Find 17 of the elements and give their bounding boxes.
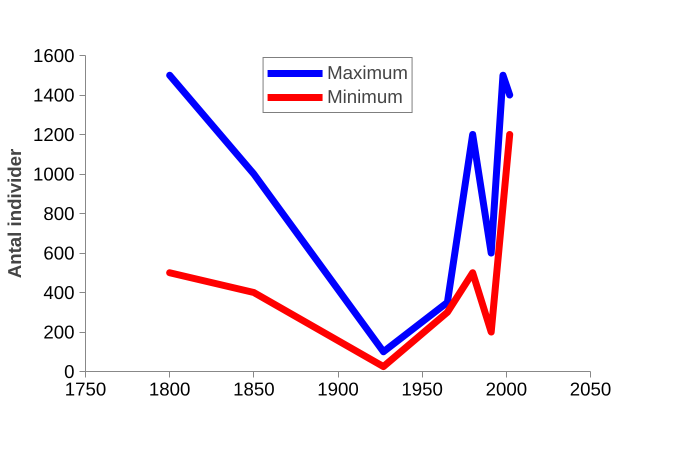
y-axis-title: Antal individer: [4, 148, 25, 278]
y-tick-label: 800: [43, 203, 75, 224]
x-tick-label: 1800: [148, 378, 190, 400]
y-tick-label: 600: [43, 242, 75, 264]
y-tick-label: 400: [43, 282, 75, 303]
x-tick-label: 1950: [401, 378, 443, 400]
y-tick-label: 1000: [32, 164, 75, 184]
y-tick-label: 1600: [32, 45, 75, 66]
x-tick-label: 1900: [317, 378, 359, 400]
x-tick-label: 2000: [486, 378, 528, 400]
y-tick-label: 1200: [32, 124, 75, 145]
x-tick-label: 1850: [233, 378, 275, 400]
y-tick-label: 200: [43, 322, 75, 342]
y-tick-label: 1400: [32, 84, 75, 106]
legend-label: Maximum: [327, 62, 408, 84]
legend-label: Minimum: [327, 86, 403, 108]
x-tick-label: 2050: [570, 378, 612, 400]
